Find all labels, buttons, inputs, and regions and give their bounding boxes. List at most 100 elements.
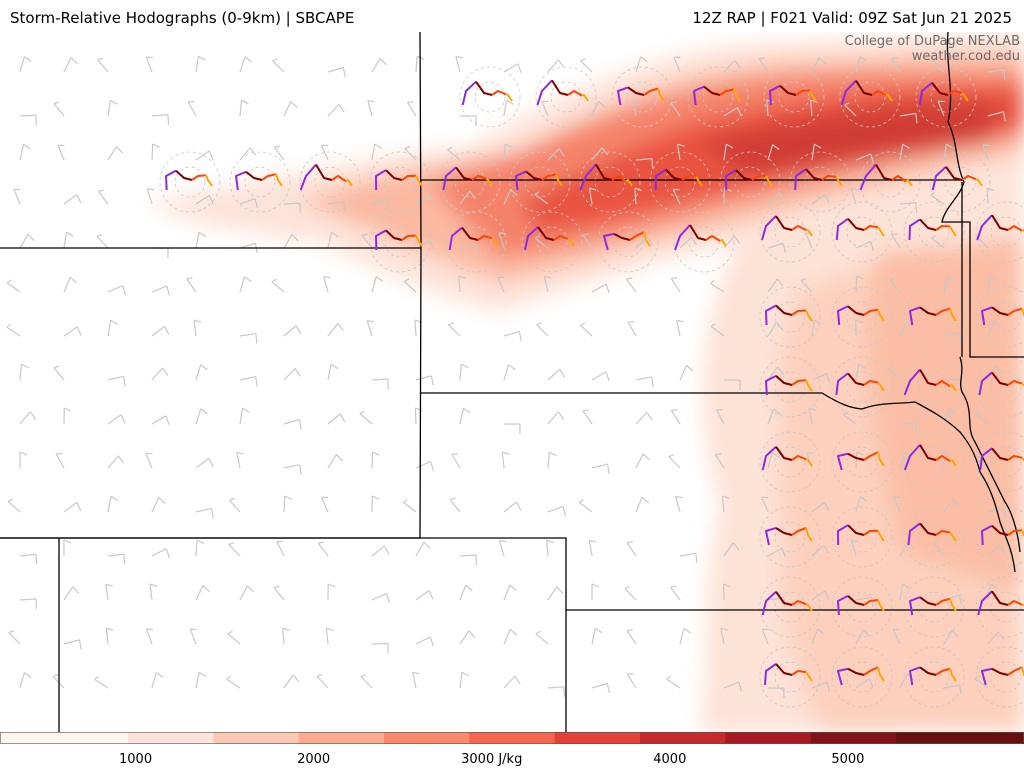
- wind-barb: [987, 320, 1001, 337]
- wind-barb: [239, 198, 259, 209]
- wind-barb: [811, 319, 822, 337]
- map-title: Storm-Relative Hodographs (0-9km) | SBCA…: [10, 9, 355, 27]
- hodograph-ring: [903, 356, 965, 418]
- storm-relative-hodographs: [165, 79, 1024, 686]
- hodograph: [761, 446, 813, 471]
- wind-barb: [107, 146, 123, 161]
- wind-barb: [415, 375, 434, 386]
- wind-barb: [625, 277, 637, 293]
- wind-barb: [670, 585, 681, 601]
- hodograph-ring: [509, 151, 571, 213]
- wind-barb: [107, 553, 126, 565]
- wind-barb: [931, 58, 945, 73]
- wind-barb: [19, 672, 32, 689]
- wind-barb: [710, 323, 725, 337]
- wind-barb: [497, 276, 505, 293]
- wind-barb: [403, 278, 417, 293]
- wind-barb: [591, 463, 610, 474]
- hodograph-ring: [299, 151, 361, 213]
- wind-barb: [855, 451, 864, 469]
- wind-barb: [591, 627, 603, 645]
- wind-barb: [546, 539, 554, 557]
- wind-barb: [673, 56, 681, 73]
- wind-barb: [63, 326, 82, 337]
- hodograph: [761, 590, 813, 616]
- wind-barb: [320, 144, 329, 161]
- wind-barb: [63, 193, 82, 205]
- colorbar-tick-label: 1000: [119, 752, 153, 767]
- colorbar-tick-label: 4000: [653, 752, 687, 767]
- wind-barb: [195, 408, 208, 425]
- wind-barb: [716, 408, 725, 425]
- colorbar-swatch: [725, 732, 769, 744]
- wind-barb: [327, 231, 339, 249]
- wind-barb: [151, 114, 170, 125]
- wind-barb: [371, 276, 384, 293]
- colorbar-swatch: [597, 732, 641, 744]
- wind-barb: [371, 378, 389, 390]
- wind-barb: [627, 321, 637, 337]
- hodograph: [299, 164, 353, 191]
- hodograph: [977, 590, 1024, 616]
- wind-barb: [890, 233, 901, 249]
- wind-barb: [151, 415, 170, 426]
- model-run-label: 12Z RAP | F021 Valid: 09Z Sat Jun 21 202…: [692, 9, 1012, 27]
- wind-barb: [536, 322, 549, 337]
- hodograph-ring: [369, 211, 431, 273]
- wind-barb: [498, 540, 507, 557]
- hodograph: [235, 170, 283, 191]
- wind-barb: [63, 501, 82, 513]
- wind-barb: [761, 496, 769, 513]
- wind-barb: [855, 153, 875, 164]
- wind-barb: [930, 191, 945, 205]
- wind-barb: [459, 671, 470, 689]
- wind-barb: [503, 189, 518, 205]
- hodograph: [903, 368, 957, 396]
- wind-barb: [503, 143, 513, 161]
- wind-barb: [668, 454, 681, 469]
- wind-barb: [359, 410, 373, 425]
- wind-barb: [503, 628, 518, 645]
- wind-barb: [767, 242, 786, 253]
- wind-barb: [226, 675, 241, 689]
- wind-barb: [767, 278, 784, 293]
- wind-barb: [316, 673, 329, 689]
- wind-barb: [371, 592, 391, 603]
- hodograph: [907, 522, 957, 546]
- sbcape-shading: [150, 32, 1024, 732]
- wind-barb: [975, 411, 989, 425]
- wind-barb: [811, 57, 826, 73]
- wind-barb: [633, 99, 641, 117]
- credit-nexlab: College of DuPage NEXLAB: [844, 34, 1020, 49]
- wind-barb: [13, 188, 21, 205]
- wind-barb: [503, 501, 522, 513]
- wind-barb: [19, 363, 29, 381]
- wind-barb: [63, 539, 72, 557]
- hodograph-ring: [831, 286, 893, 348]
- wind-barb: [105, 583, 113, 601]
- wind-barb: [327, 454, 343, 469]
- wind-barb: [547, 368, 566, 381]
- state-boundaries: [0, 32, 1024, 732]
- wind-barb: [624, 586, 637, 601]
- wind-barb: [195, 539, 205, 557]
- wind-barb: [53, 365, 65, 381]
- wind-barb: [547, 586, 564, 601]
- hodograph-ring: [975, 201, 1024, 263]
- wind-barb: [283, 233, 299, 249]
- hodograph-ring: [975, 286, 1024, 348]
- wind-barb: [767, 144, 780, 161]
- hodograph-ring: [719, 151, 781, 213]
- wind-barb: [283, 202, 301, 214]
- hodograph: [837, 305, 885, 326]
- wind-barb: [239, 376, 258, 387]
- hodograph-ring: [759, 576, 821, 638]
- hodograph: [674, 224, 727, 251]
- hodograph: [909, 596, 957, 616]
- hodograph: [837, 594, 885, 616]
- wind-barb: [151, 497, 166, 513]
- wind-barb: [767, 322, 783, 337]
- wind-barb: [449, 497, 461, 513]
- wind-barb: [941, 451, 949, 469]
- wind-barb: [7, 498, 21, 513]
